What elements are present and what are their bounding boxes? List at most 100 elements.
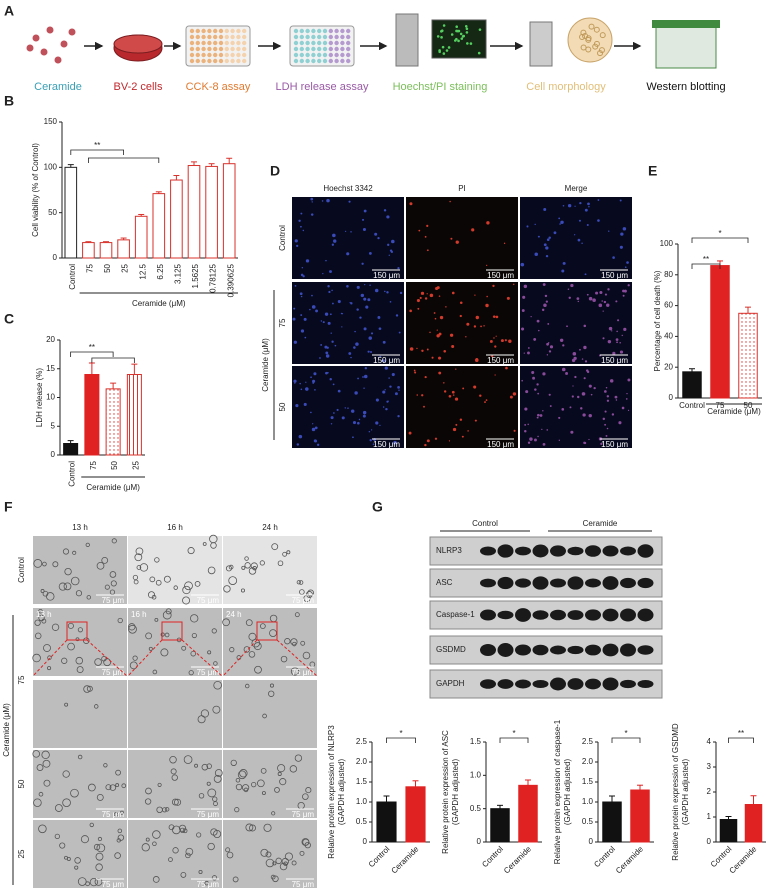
cell (119, 810, 124, 815)
bar (134, 215, 148, 259)
cell (42, 759, 51, 768)
cell (284, 638, 291, 645)
well (293, 40, 299, 46)
cell (76, 666, 84, 674)
cell (372, 443, 375, 446)
cell (244, 556, 249, 561)
cell (198, 870, 203, 875)
well (224, 46, 229, 52)
band (532, 644, 549, 656)
cell (388, 377, 390, 379)
cell (362, 228, 366, 232)
cell (627, 378, 631, 382)
cell (180, 872, 187, 878)
cell (455, 368, 457, 370)
cell (365, 305, 369, 309)
cell (459, 418, 463, 421)
micrograph (223, 680, 317, 748)
cell (426, 249, 429, 252)
bar (719, 819, 738, 843)
microscope (529, 21, 553, 67)
cell (294, 382, 296, 384)
cell (536, 319, 540, 323)
cell (599, 32, 606, 39)
time-label: 16 h (131, 610, 147, 619)
cell (42, 590, 49, 597)
cell (245, 619, 253, 627)
cell (277, 771, 282, 776)
cell (322, 272, 324, 275)
cell (325, 351, 329, 355)
cell (462, 387, 465, 390)
cell (321, 200, 324, 202)
well (230, 58, 235, 64)
well (189, 40, 195, 46)
cell (546, 342, 549, 346)
cell (595, 291, 599, 295)
cell (471, 228, 475, 232)
y-tick-label: 10 (46, 393, 55, 402)
y-tick-label: 80 (664, 270, 673, 279)
well (213, 58, 218, 64)
cell (212, 705, 221, 714)
cell (615, 300, 618, 303)
ceramide-dot (26, 44, 34, 52)
bar (630, 789, 650, 843)
cell (363, 387, 365, 389)
cell (70, 788, 79, 798)
band (550, 677, 566, 691)
cell (67, 642, 75, 651)
cell (52, 561, 59, 568)
cell (151, 594, 157, 600)
group-label: Ceramide (μM) (261, 338, 270, 392)
cell (54, 804, 63, 812)
protein-label: NLRP3 (436, 546, 462, 555)
cell (627, 284, 630, 287)
cell (194, 581, 201, 587)
cell (331, 289, 333, 292)
scale-bar-label: 150 μm (373, 440, 400, 449)
cell (259, 560, 265, 566)
cell (139, 563, 149, 572)
cell (299, 589, 305, 595)
cell (438, 371, 442, 375)
well (230, 52, 235, 58)
well (224, 40, 229, 46)
cell (362, 376, 364, 378)
cell (379, 355, 382, 358)
cell (391, 372, 395, 377)
well (207, 28, 212, 34)
well (236, 58, 241, 64)
cell (537, 413, 540, 417)
cell (132, 574, 139, 581)
scale-bar-label: 150 μm (601, 356, 628, 365)
cell (303, 317, 307, 321)
cell (623, 289, 627, 293)
cell (121, 783, 127, 789)
cell (352, 421, 356, 425)
well (195, 58, 200, 64)
y-tick-label: 15 (46, 364, 55, 373)
band (497, 643, 514, 657)
cell (627, 409, 630, 411)
cell (609, 379, 614, 383)
cell (397, 414, 400, 418)
cell (369, 439, 372, 442)
cell (534, 223, 536, 226)
cell (206, 763, 212, 769)
cell (296, 443, 300, 446)
band (497, 576, 514, 590)
x-tick-label: Control (68, 461, 77, 487)
cell (265, 851, 272, 858)
cell (367, 350, 370, 353)
well (195, 52, 200, 58)
cell (440, 36, 443, 39)
cell (424, 375, 427, 379)
cell (280, 655, 288, 663)
cell (75, 656, 84, 665)
cell (571, 395, 574, 398)
micrograph (223, 820, 317, 888)
well (305, 34, 310, 40)
cell (109, 784, 117, 791)
cell (213, 680, 222, 690)
